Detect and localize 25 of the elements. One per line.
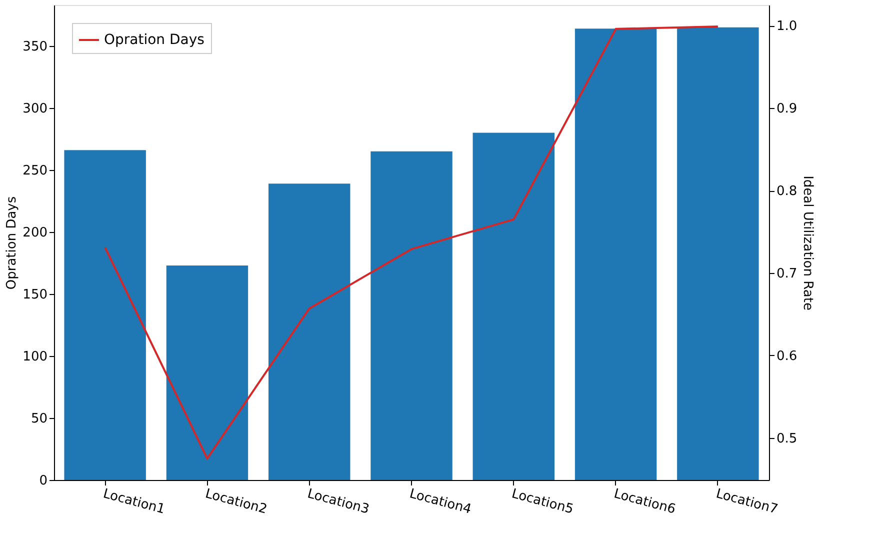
y-tick-label: 250	[22, 163, 48, 178]
legend-label: Opration Days	[104, 32, 204, 48]
bar	[166, 265, 248, 480]
y2-tick-label: 0.9	[776, 102, 798, 117]
bar	[574, 28, 657, 480]
bar	[268, 184, 350, 480]
y2-axis-title: Ideal Utilization Rate	[800, 176, 816, 310]
y-tick-label: 150	[22, 287, 48, 302]
y-tick-label: 0	[39, 474, 48, 488]
y2-tick-label: 0.7	[776, 266, 798, 282]
bar	[64, 150, 146, 480]
y2-tick-label: 0.6	[776, 348, 798, 364]
y2-tick-label: 0.5	[776, 431, 798, 446]
y-tick-label: 200	[22, 225, 48, 240]
y-tick-label: 50	[30, 411, 48, 426]
bar	[677, 27, 759, 480]
y-tick-label: 100	[22, 349, 48, 364]
y2-tick-label: 1.0	[776, 19, 798, 34]
bar	[472, 132, 554, 480]
y-axis-title: Opration Days	[4, 196, 20, 290]
bar	[370, 151, 452, 480]
y-tick-label: 350	[22, 39, 48, 54]
y2-tick-label: 0.8	[776, 184, 798, 200]
y-tick-label: 300	[22, 101, 48, 116]
line-series	[104, 25, 719, 460]
